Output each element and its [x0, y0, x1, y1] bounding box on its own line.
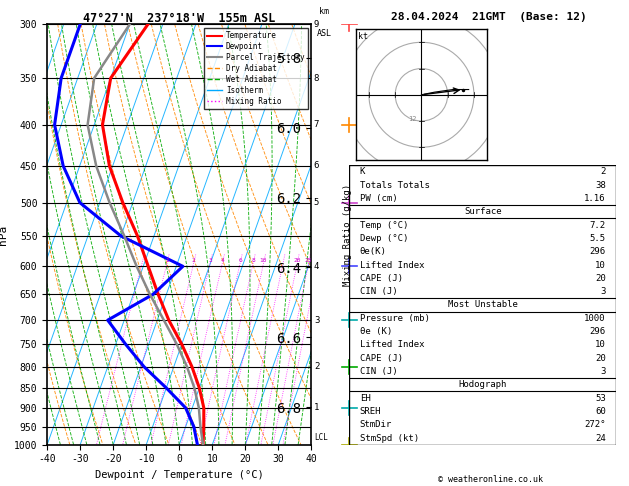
Legend: Temperature, Dewpoint, Parcel Trajectory, Dry Adiabat, Wet Adiabat, Isotherm, Mi: Temperature, Dewpoint, Parcel Trajectory…	[204, 28, 308, 109]
Text: 1: 1	[314, 403, 320, 413]
Text: 5.5: 5.5	[589, 234, 606, 243]
Text: 5: 5	[314, 198, 320, 207]
Text: 2: 2	[314, 362, 320, 371]
Text: 10: 10	[595, 340, 606, 349]
Text: PW (cm): PW (cm)	[360, 194, 398, 203]
Text: StmSpd (kt): StmSpd (kt)	[360, 434, 419, 443]
Text: Lifted Index: Lifted Index	[360, 260, 425, 270]
Text: 1000: 1000	[584, 314, 606, 323]
Text: θe (K): θe (K)	[360, 327, 392, 336]
Text: 7.2: 7.2	[589, 221, 606, 229]
Text: StmDir: StmDir	[360, 420, 392, 429]
Text: 24: 24	[595, 434, 606, 443]
Text: 2: 2	[192, 259, 196, 263]
Text: Lifted Index: Lifted Index	[360, 340, 425, 349]
Text: CIN (J): CIN (J)	[360, 367, 398, 376]
Text: 4: 4	[220, 259, 224, 263]
Text: 10: 10	[260, 259, 267, 263]
Text: km: km	[319, 7, 329, 16]
Text: © weatheronline.co.uk: © weatheronline.co.uk	[438, 474, 543, 484]
Text: 9: 9	[314, 20, 320, 29]
Text: 2: 2	[600, 167, 606, 176]
Text: ASL: ASL	[316, 29, 331, 37]
Text: 3: 3	[600, 367, 606, 376]
Text: CAPE (J): CAPE (J)	[360, 354, 403, 363]
Text: K: K	[360, 167, 365, 176]
Y-axis label: hPa: hPa	[0, 225, 8, 244]
Text: 25: 25	[305, 259, 312, 263]
Text: 20: 20	[595, 274, 606, 283]
Text: 296: 296	[589, 247, 606, 256]
Text: 20: 20	[595, 354, 606, 363]
Text: Totals Totals: Totals Totals	[360, 181, 430, 190]
Text: 20: 20	[294, 259, 301, 263]
Text: CIN (J): CIN (J)	[360, 287, 398, 296]
Text: LCL: LCL	[314, 433, 328, 442]
Text: 1.16: 1.16	[584, 194, 606, 203]
X-axis label: Dewpoint / Temperature (°C): Dewpoint / Temperature (°C)	[95, 470, 264, 480]
Text: 272°: 272°	[584, 420, 606, 429]
Text: 12: 12	[408, 116, 417, 122]
Text: Most Unstable: Most Unstable	[448, 300, 518, 310]
Text: 296: 296	[589, 327, 606, 336]
Text: Dewp (°C): Dewp (°C)	[360, 234, 408, 243]
Text: 53: 53	[595, 394, 606, 402]
Text: 1: 1	[165, 259, 169, 263]
Text: 3: 3	[208, 259, 212, 263]
Text: 6: 6	[238, 259, 242, 263]
Text: 47°27'N  237°18'W  155m ASL: 47°27'N 237°18'W 155m ASL	[83, 12, 276, 25]
Text: θe(K): θe(K)	[360, 247, 387, 256]
Text: Mixing Ratio (g/kg): Mixing Ratio (g/kg)	[343, 183, 352, 286]
Text: 28.04.2024  21GMT  (Base: 12): 28.04.2024 21GMT (Base: 12)	[391, 12, 587, 22]
Text: CAPE (J): CAPE (J)	[360, 274, 403, 283]
Text: Surface: Surface	[464, 208, 501, 216]
Text: 8: 8	[314, 73, 320, 83]
Text: Hodograph: Hodograph	[459, 381, 507, 389]
Text: 7: 7	[314, 120, 320, 129]
Text: Temp (°C): Temp (°C)	[360, 221, 408, 229]
Text: 3: 3	[314, 315, 320, 325]
Text: EH: EH	[360, 394, 370, 402]
Text: 60: 60	[595, 407, 606, 416]
Text: SREH: SREH	[360, 407, 381, 416]
Text: 6: 6	[314, 161, 320, 171]
Text: 38: 38	[595, 181, 606, 190]
Text: 8: 8	[251, 259, 255, 263]
Text: Pressure (mb): Pressure (mb)	[360, 314, 430, 323]
Text: 10: 10	[595, 260, 606, 270]
Text: kt: kt	[359, 32, 369, 41]
Text: 3: 3	[600, 287, 606, 296]
Text: 4: 4	[314, 262, 320, 271]
